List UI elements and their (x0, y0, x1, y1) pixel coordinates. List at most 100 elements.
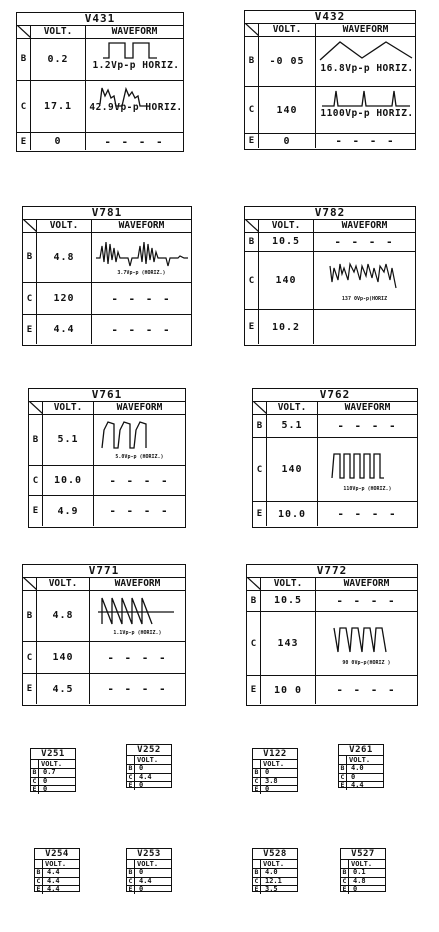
volt-value: 0.1 (353, 868, 366, 876)
table-row-e: E 4.4 (339, 781, 383, 790)
pin-label: C (341, 877, 349, 885)
volt-header: VOLT. (263, 760, 285, 768)
waveform-cell: - - - - (89, 674, 185, 704)
table-row-c: C 3.8 (253, 776, 297, 786)
volt-value: 0 (139, 781, 144, 789)
volt-value: 0 (139, 868, 144, 876)
waveform-cell: - - - - (91, 283, 191, 314)
table-title: V432 (245, 11, 415, 24)
volt-value: 4.0 (351, 764, 364, 772)
table-header: VOLT. WAVEFORM (245, 219, 415, 233)
burst-wave-trace (96, 241, 188, 267)
table-header: VOLT. WAVEFORM (23, 577, 185, 591)
table-title: V254 (35, 849, 79, 860)
waveform-cell: - - - - (85, 133, 183, 150)
waveform-cell: 1100Vp-p HORIZ. (315, 87, 415, 133)
table-row-c: C 4.4 (35, 877, 79, 886)
table-title: V261 (339, 745, 383, 756)
volt-value: 12.1 (265, 876, 282, 885)
volt-value: 3.8 (265, 776, 278, 785)
waveform-label: 5.0Vp-p (HORIZ.) (115, 454, 164, 460)
volt-value: 3.5 (265, 885, 278, 893)
waveform-header: WAVEFORM (93, 401, 185, 414)
table-row-e: E 10.2 (245, 310, 415, 344)
table-row-b: B 4.8 1.1Vp-p (HORIZ.) (23, 590, 185, 642)
table-row-e: E 10.0 - - - - (253, 502, 417, 526)
volt-value: 0 (54, 136, 62, 147)
volt-header: VOLT. (271, 220, 301, 231)
volt-value: 0 (283, 135, 291, 147)
sawtooth-hatch-trace (98, 597, 174, 625)
table-header: VOLT. WAVEFORM (245, 23, 415, 37)
table-row-c: C 140 137 0Vp-p(HORIZ (245, 252, 415, 310)
no-waveform-dashes: - - - - (107, 651, 168, 664)
volt-value: 4.4 (47, 885, 60, 893)
table-title: V528 (253, 849, 297, 860)
diagonal-corner (23, 219, 37, 232)
volt-header: VOLT. (272, 24, 302, 35)
table-row-c: C 140 - - - - (23, 642, 185, 674)
no-waveform-dashes: - - - - (337, 507, 398, 521)
square-wave-trace (103, 42, 157, 59)
diagonal-corner (29, 401, 43, 414)
table-title: V771 (23, 565, 185, 578)
pin-label: B (23, 590, 37, 641)
diagonal-corner (23, 577, 37, 590)
waveform-cell: 137 0Vp-p(HORIZ (313, 252, 415, 309)
voltage-table-v528: V528 VOLT. B 4.0 C 12.1 E 3.5 (252, 848, 298, 894)
volt-value: 140 (276, 104, 298, 116)
table-row-b: B 5.1 5.0Vp-p (HORIZ.) (29, 414, 185, 466)
pin-label: E (253, 885, 261, 894)
waveform-cell: - - - - (89, 642, 185, 673)
waveform-cell: - - - - (93, 466, 185, 495)
volt-value: 0 (351, 772, 356, 781)
volt-header: VOLT. (53, 402, 83, 413)
pin-label: C (31, 777, 39, 785)
pin-label: C (247, 612, 261, 675)
transistor-table-v782: V782 VOLT. WAVEFORM B 10.5 - - - - C 140… (244, 206, 416, 346)
no-waveform-dashes: - - - - (334, 235, 395, 248)
pin-label: E (245, 310, 259, 344)
waveform-label: 1.1Vp-p (HORIZ.) (113, 630, 162, 636)
diagonal-corner (127, 860, 135, 868)
table-header: VOLT. (253, 860, 297, 869)
table-header: VOLT. (253, 760, 297, 769)
table-row-b: B 5.1 - - - - (253, 414, 417, 438)
volt-value: 0.7 (43, 768, 56, 776)
pin-label: E (341, 885, 349, 894)
volt-header: VOLT. (45, 860, 67, 868)
diagonal-corner (253, 760, 261, 768)
no-waveform-dashes: - - - - (111, 323, 172, 336)
transistor-table-v432: V432 VOLT. WAVEFORM B -0 05 16.8Vp-p HOR… (244, 10, 416, 150)
pin-label: E (245, 134, 259, 148)
waveform-header: WAVEFORM (313, 219, 415, 232)
volt-value: 10.5 (273, 595, 303, 606)
transistor-table-v762: V762 VOLT. WAVEFORM B 5.1 - - - - C 140 … (252, 388, 418, 528)
waveform-cell: - - - - (93, 496, 185, 526)
waveform-cell: - - - - (315, 590, 417, 611)
table-header: VOLT. WAVEFORM (17, 25, 183, 39)
no-waveform-dashes: - - - - (104, 135, 165, 148)
table-row-c: C 4.4 (127, 877, 171, 886)
pin-label: B (245, 232, 259, 251)
waveform-cell: - - - - (91, 315, 191, 344)
table-title: V122 (253, 749, 297, 760)
transistor-table-v772: V772 VOLT. WAVEFORM B 10.5 - - - - C 143… (246, 564, 418, 706)
pin-label: C (127, 877, 135, 885)
waveform-label: 110Vp-p (HORIZ.) (343, 486, 392, 492)
pin-label: C (127, 773, 135, 781)
volt-header: VOLT. (349, 756, 371, 764)
table-row-b: B 4.0 (339, 764, 383, 774)
waveform-cell (313, 310, 415, 344)
table-row-b: B 10.5 - - - - (247, 590, 417, 612)
table-row-c: C 143 90 0Vp-p(HORIZ ) (247, 612, 417, 676)
